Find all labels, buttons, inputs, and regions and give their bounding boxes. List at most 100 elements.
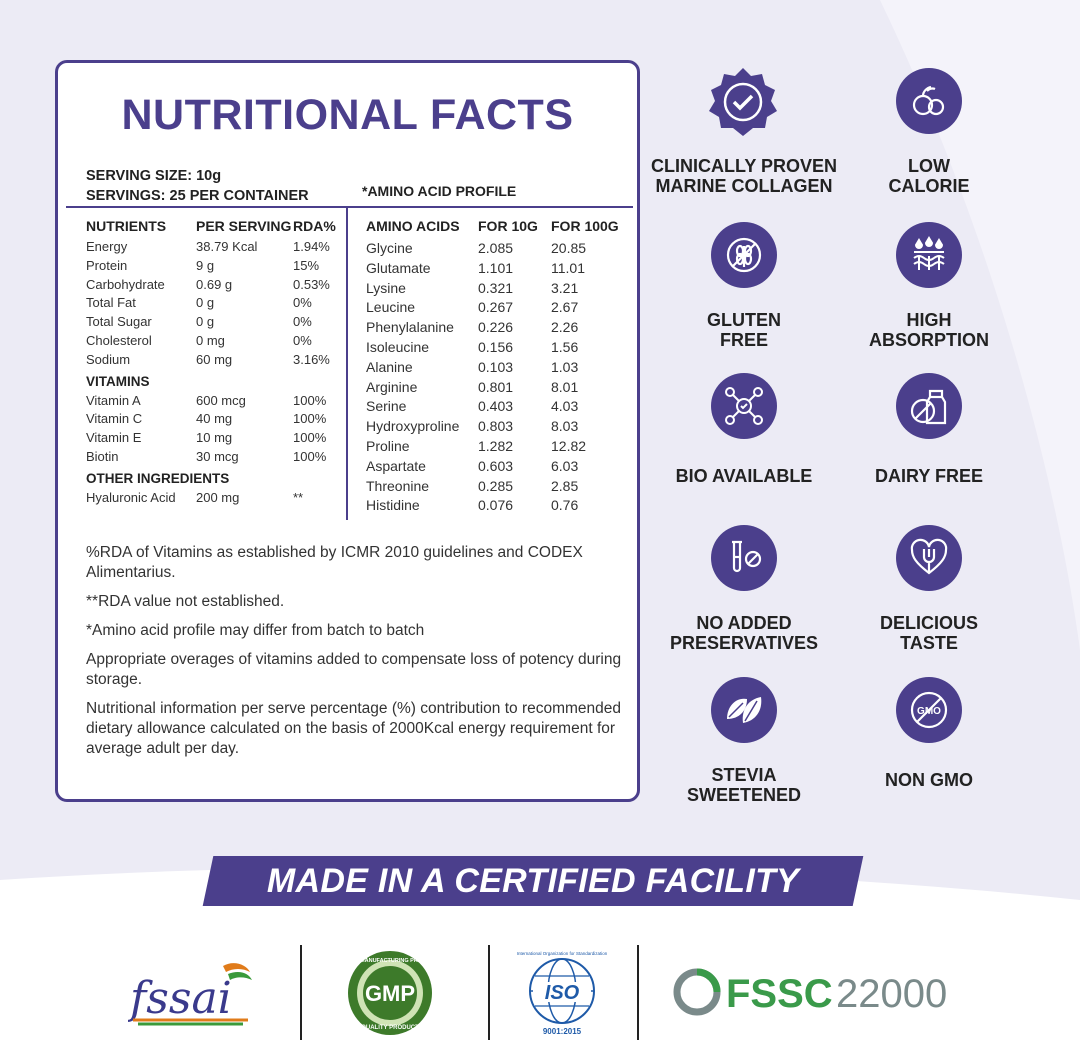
amino-row-cell: 6.03 [551,457,579,474]
divider-vertical [346,208,348,520]
nutrition-facts-card: NUTRITIONAL FACTS SERVING SIZE: 10g SERV… [55,60,640,802]
nutrient-row-cell: Sodium [86,351,131,367]
nutrient-row-cell: Carbohydrate [86,276,165,292]
vitamin-row-cell: Vitamin A [86,392,141,408]
nutrients-header: NUTRIENTS PER SERVING RDA% [86,218,341,239]
absorption-icon [896,222,962,288]
feature-label: BIO AVAILABLE [675,466,813,486]
amino-row-cell: Glycine [366,240,413,256]
feature-label: NO ADDED PRESERVATIVES [669,613,819,653]
fssc-logo: FSSC 22000 [672,965,957,1020]
nutrient-row: Carbohydrate 0.69 g 0.53% [86,277,341,296]
vitamin-row-cell: Vitamin E [86,430,142,446]
amino-row-cell: 3.21 [551,279,579,296]
amino-row-cell: Aspartate [366,457,426,474]
amino-row-cell: 4.03 [551,398,579,415]
feature-label: HIGH ABSORPTION [868,310,989,350]
note-text: **RDA value not established. [86,593,285,610]
vitamin-row-cell: Vitamin C [86,411,143,427]
test-tube-icon [711,525,777,591]
nutrient-row: Sodium 60 mg 3.16% [86,352,341,371]
ingredient-row: Hyaluronic Acid 200 mg ** [86,490,341,509]
amino-row-cell: 2.85 [551,477,579,494]
nutrient-row-cell: Total Fat [86,295,136,311]
fssc-text: FSSC [726,972,833,1016]
amino-row-cell: 1.101 [478,259,514,276]
amino-row-cell: 2.67 [551,299,579,316]
check-badge-icon [709,68,777,136]
feature-label: DAIRY FREE [874,466,984,486]
nutrients-header-cell: RDA% [293,218,336,234]
amino-row-cell: 0.801 [478,378,514,395]
vitamin-row: Vitamin A 600 mcg 100% [86,393,341,412]
molecule-icon [711,373,777,439]
amino-row-cell: 0.603 [478,457,514,474]
amino-row-cell: 8.01 [551,378,579,395]
serving-info: SERVING SIZE: 10g SERVINGS: 25 PER CONTA… [86,166,309,206]
notes-section: %RDA of Vitamins as established by ICMR … [86,543,626,768]
nutrient-row-cell: 0 mg [196,332,225,348]
amino-row: Glycine 2.085 20.85 [366,240,636,260]
amino-row-cell: 0.226 [478,319,514,336]
amino-row: Histidine 0.076 0.76 [366,497,636,517]
note-text: *Amino acid profile may differ from batc… [86,622,425,639]
gmp-top-text: GOOD MANUFACTURING PRACTICE [342,958,439,964]
amino-row-cell: Proline [366,437,410,454]
amino-profile-label: *AMINO ACID PROFILE [362,183,517,199]
amino-row-cell: 2.085 [478,240,514,256]
amino-header-cell: FOR 10G [478,218,538,234]
amino-row-cell: 1.56 [551,338,579,355]
vitamin-row-cell: 30 mcg [196,448,239,464]
logo-separator [300,945,302,1040]
amino-row-cell: Lysine [366,279,406,296]
amino-row-cell: 0.267 [478,299,514,316]
nutrient-row-cell: 0% [293,332,312,348]
fssc-number: 22000 [836,972,947,1016]
gmp-text: GMP [365,981,415,1006]
svg-text:GMO: GMO [917,706,941,717]
nutrients-table: NUTRIENTS PER SERVING RDA% Energy 38.79 Kcal… [86,218,341,509]
nutrient-row: Total Fat 0 g 0% [86,295,341,314]
nutrient-row-cell: Cholesterol [86,332,152,348]
vitamin-row-cell: 600 mcg [196,392,246,408]
vitamin-row-cell: 100% [293,448,327,464]
amino-row-cell: 11.01 [551,259,585,276]
amino-row-cell: Alanine [366,358,413,375]
amino-row: Hydroxyproline 0.803 8.03 [366,418,636,438]
amino-row-cell: 8.03 [551,418,579,435]
nutrient-row-cell: 1.94% [293,239,330,254]
amino-row-cell: 0.403 [478,398,514,415]
amino-acids-table: AMINO ACIDS FOR 10G FOR 100G Glycine 2.085 20… [366,218,636,517]
vitamins-heading: VITAMINS [86,373,150,389]
amino-row: Phenylalanine 0.226 2.26 [366,319,636,339]
gmp-bottom-text: QUALITY PRODUCT [361,1025,419,1031]
vitamin-row-cell: Biotin [86,448,119,464]
nutrients-header-cell: NUTRIENTS [86,218,167,234]
amino-row-cell: Glutamate [366,259,431,276]
amino-row-cell: 20.85 [551,240,587,256]
fssai-logo: fssai [127,958,263,1028]
nutrient-row-cell: 0 g [196,314,215,330]
gmp-logo: GMP GOOD MANUFACTURING PRACTICE QUALITY … [340,948,440,1038]
note-text: %RDA of Vitamins as established by ICMR … [86,544,583,581]
ingredient-row-cell: 200 mg [196,489,240,505]
vitamin-row: Vitamin C 40 mg 100% [86,411,341,430]
amino-row: Threonine 0.285 2.85 [366,478,636,498]
nutrient-row-cell: Energy [86,239,128,254]
amino-row-cell: 0.076 [478,497,514,514]
amino-row: Lysine 0.321 3.21 [366,280,636,300]
amino-row-cell: Isoleucine [366,338,430,355]
ingredient-row-cell: Hyaluronic Acid [86,489,176,505]
feature-label: CLINICALLY PROVEN MARINE COLLAGEN [650,156,838,196]
nutrient-row-cell: 0% [293,295,312,311]
amino-row-cell: 0.156 [478,338,514,355]
amino-row-cell: Arginine [366,378,418,395]
vitamin-row: Vitamin E 10 mg 100% [86,430,341,449]
card-title: NUTRITIONAL FACTS [121,91,574,139]
logo-separator [637,945,639,1040]
amino-row-cell: 0.103 [478,358,514,375]
milk-crossed-icon [896,373,962,439]
amino-row-cell: 0.321 [478,279,514,296]
note-text: Appropriate overages of vitamins added t… [86,651,622,688]
